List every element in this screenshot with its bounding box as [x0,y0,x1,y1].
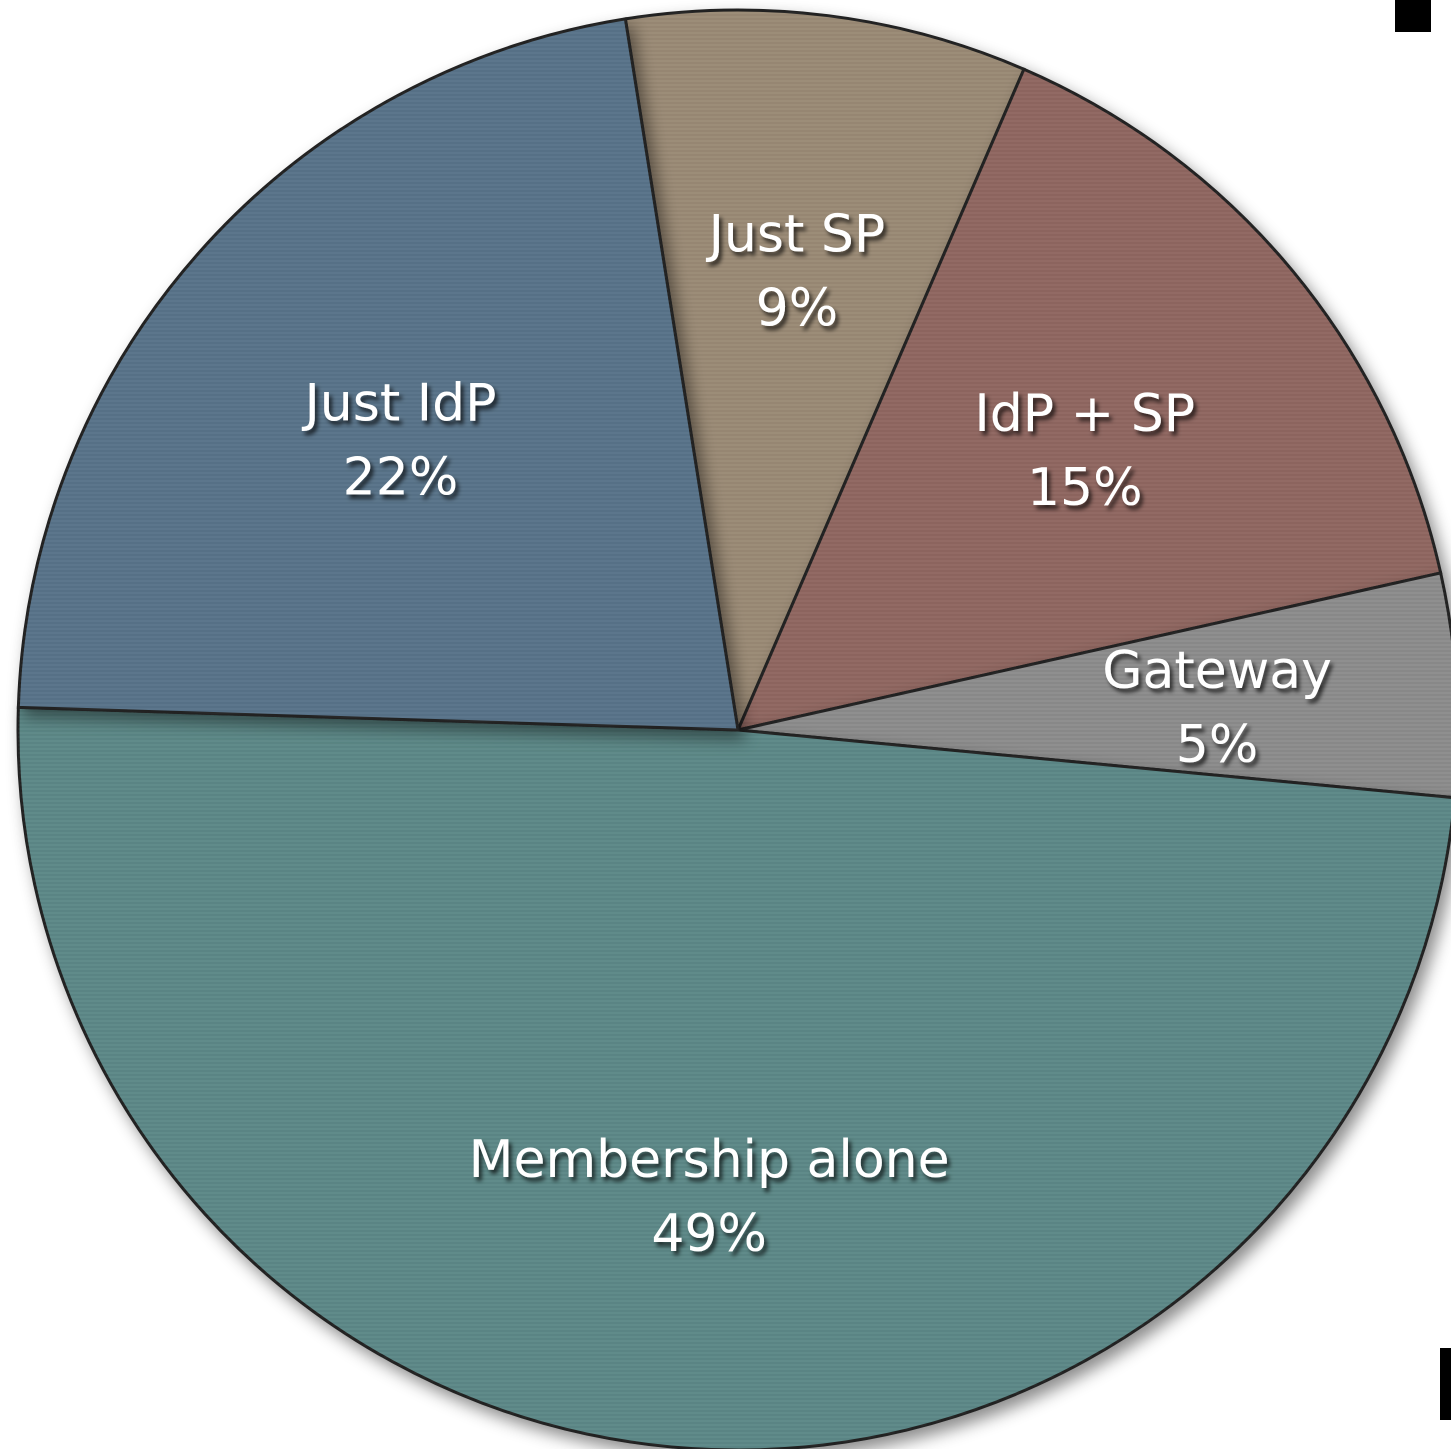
pie-slice-texture-gateway [738,572,1451,798]
pie-slices [16,8,1451,1449]
slice-value-gateway: 5% [1176,715,1259,775]
slice-label-idp-sp: IdP + SP [974,384,1195,444]
clipped-glyph-top [1395,0,1431,32]
pie-slice-texture-membership-alone [18,707,1451,1449]
slice-value-idp-sp: 15% [1027,458,1143,518]
slice-label-just-idp: Just IdP [301,373,496,433]
slice-label-gateway: Gateway [1102,641,1332,701]
slice-value-membership-alone: 49% [651,1204,767,1264]
pie-labels: Just SP 9% IdP + SP 15% Gateway 5% Membership … [301,205,1331,1264]
slice-label-just-sp: Just SP [706,205,886,265]
slice-label-membership-alone: Membership alone [469,1130,950,1190]
pie-slice-texture-just-idp [18,18,738,731]
clipped-glyph-right [1440,1348,1451,1420]
slice-value-just-idp: 22% [343,447,459,507]
pie-slice-texture-just-sp [625,10,1024,731]
pie-slice-texture-idp-sp [738,69,1441,730]
slice-value-just-sp: 9% [756,279,839,339]
